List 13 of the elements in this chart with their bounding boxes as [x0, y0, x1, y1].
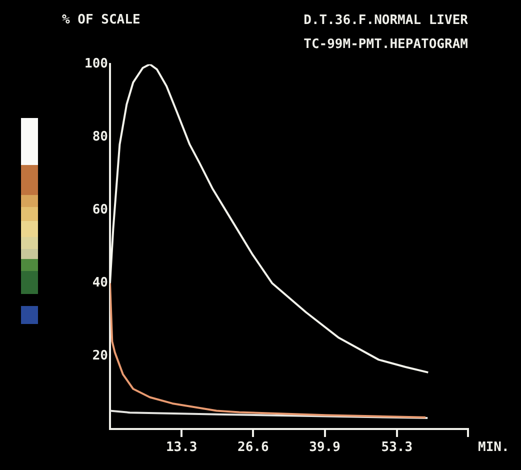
x-tick-label: 13.3 [166, 440, 198, 456]
y-tick-label: 60 [92, 202, 108, 218]
y-tick-label: 80 [92, 130, 108, 145]
x-axis-title: MIN. [478, 440, 510, 455]
y-tick-label: 100 [84, 56, 108, 72]
x-tick-label: 26.6 [238, 440, 270, 456]
y-tick-label: 40 [92, 275, 108, 290]
x-tick-label: 39.9 [309, 440, 340, 456]
chart-title: D.T.36.F.NORMAL LIVER [304, 13, 468, 28]
y-axis-title: % OF SCALE [62, 12, 140, 28]
chart-subtitle: TC-99M-PMT.HEPATOGRAM [304, 36, 468, 52]
y-tick-label: 20 [92, 348, 108, 364]
x-tick-label: 53.3 [381, 440, 413, 456]
